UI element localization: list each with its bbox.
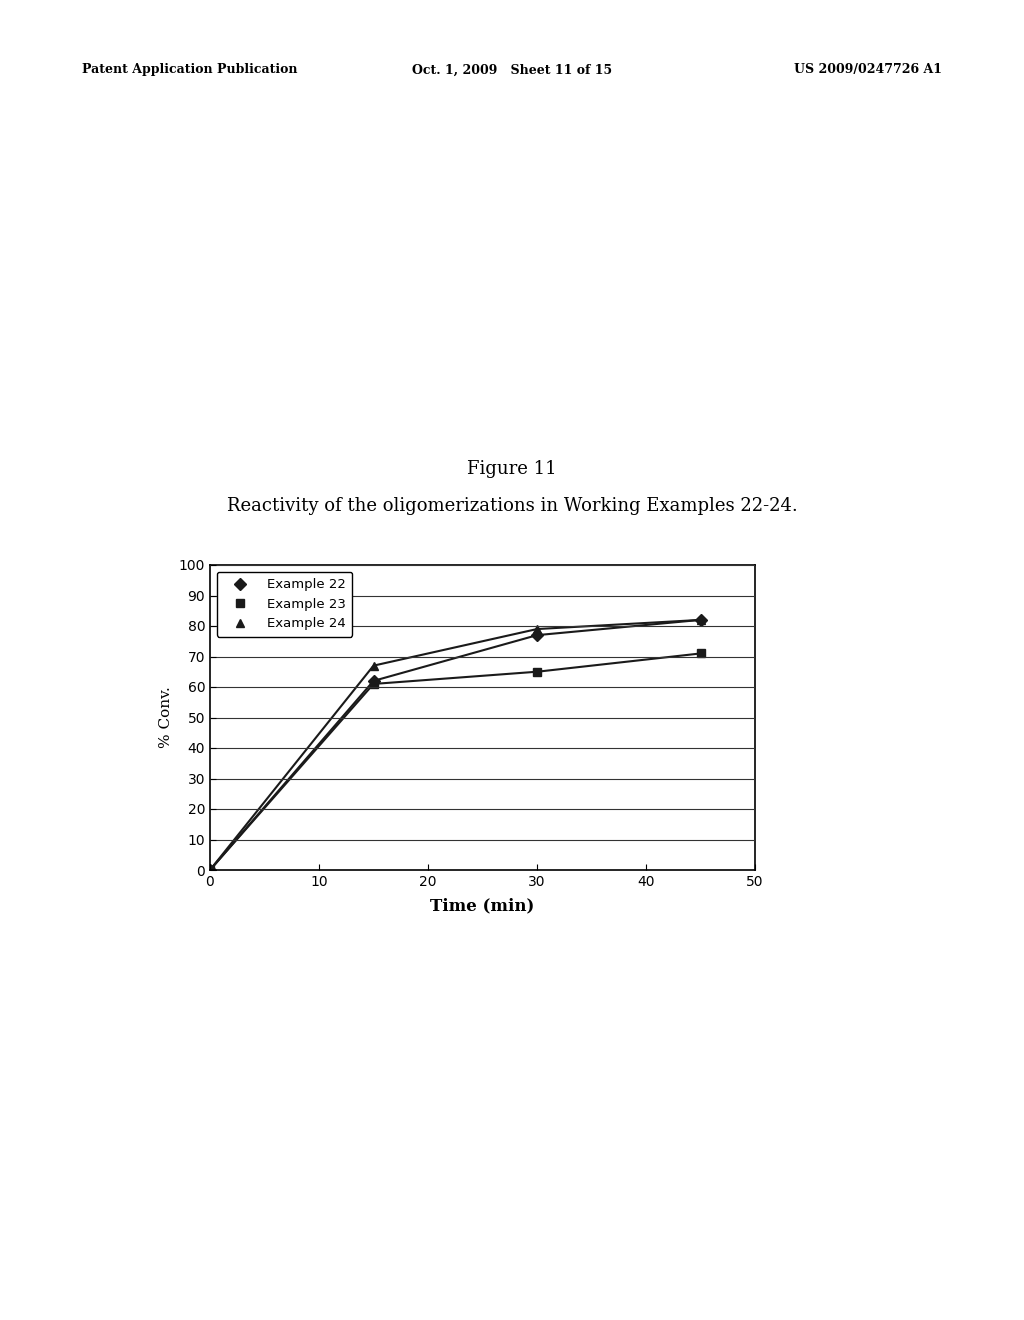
- Y-axis label: % Conv.: % Conv.: [159, 686, 173, 748]
- Example 23: [694, 645, 707, 661]
- Example 22: [368, 673, 380, 689]
- Example 24: [530, 622, 543, 638]
- X-axis label: Time (min): Time (min): [430, 898, 535, 915]
- Example 24: [694, 612, 707, 628]
- Example 22: [694, 612, 707, 628]
- Text: Reactivity of the oligomerizations in Working Examples 22-24.: Reactivity of the oligomerizations in Wo…: [226, 498, 798, 515]
- Line: Example 23: Example 23: [206, 649, 705, 874]
- Example 24: [368, 657, 380, 673]
- Example 22: [530, 627, 543, 643]
- Legend: Example 22, Example 23, Example 24: Example 22, Example 23, Example 24: [217, 572, 352, 638]
- Text: Figure 11: Figure 11: [467, 459, 557, 478]
- Text: US 2009/0247726 A1: US 2009/0247726 A1: [794, 63, 942, 77]
- Example 23: [368, 676, 380, 692]
- Example 22: [204, 862, 216, 878]
- Text: Oct. 1, 2009   Sheet 11 of 15: Oct. 1, 2009 Sheet 11 of 15: [412, 63, 612, 77]
- Example 23: [204, 862, 216, 878]
- Example 23: [530, 664, 543, 680]
- Text: Patent Application Publication: Patent Application Publication: [82, 63, 297, 77]
- Line: Example 24: Example 24: [206, 615, 705, 874]
- Example 24: [204, 862, 216, 878]
- Line: Example 22: Example 22: [206, 615, 705, 874]
